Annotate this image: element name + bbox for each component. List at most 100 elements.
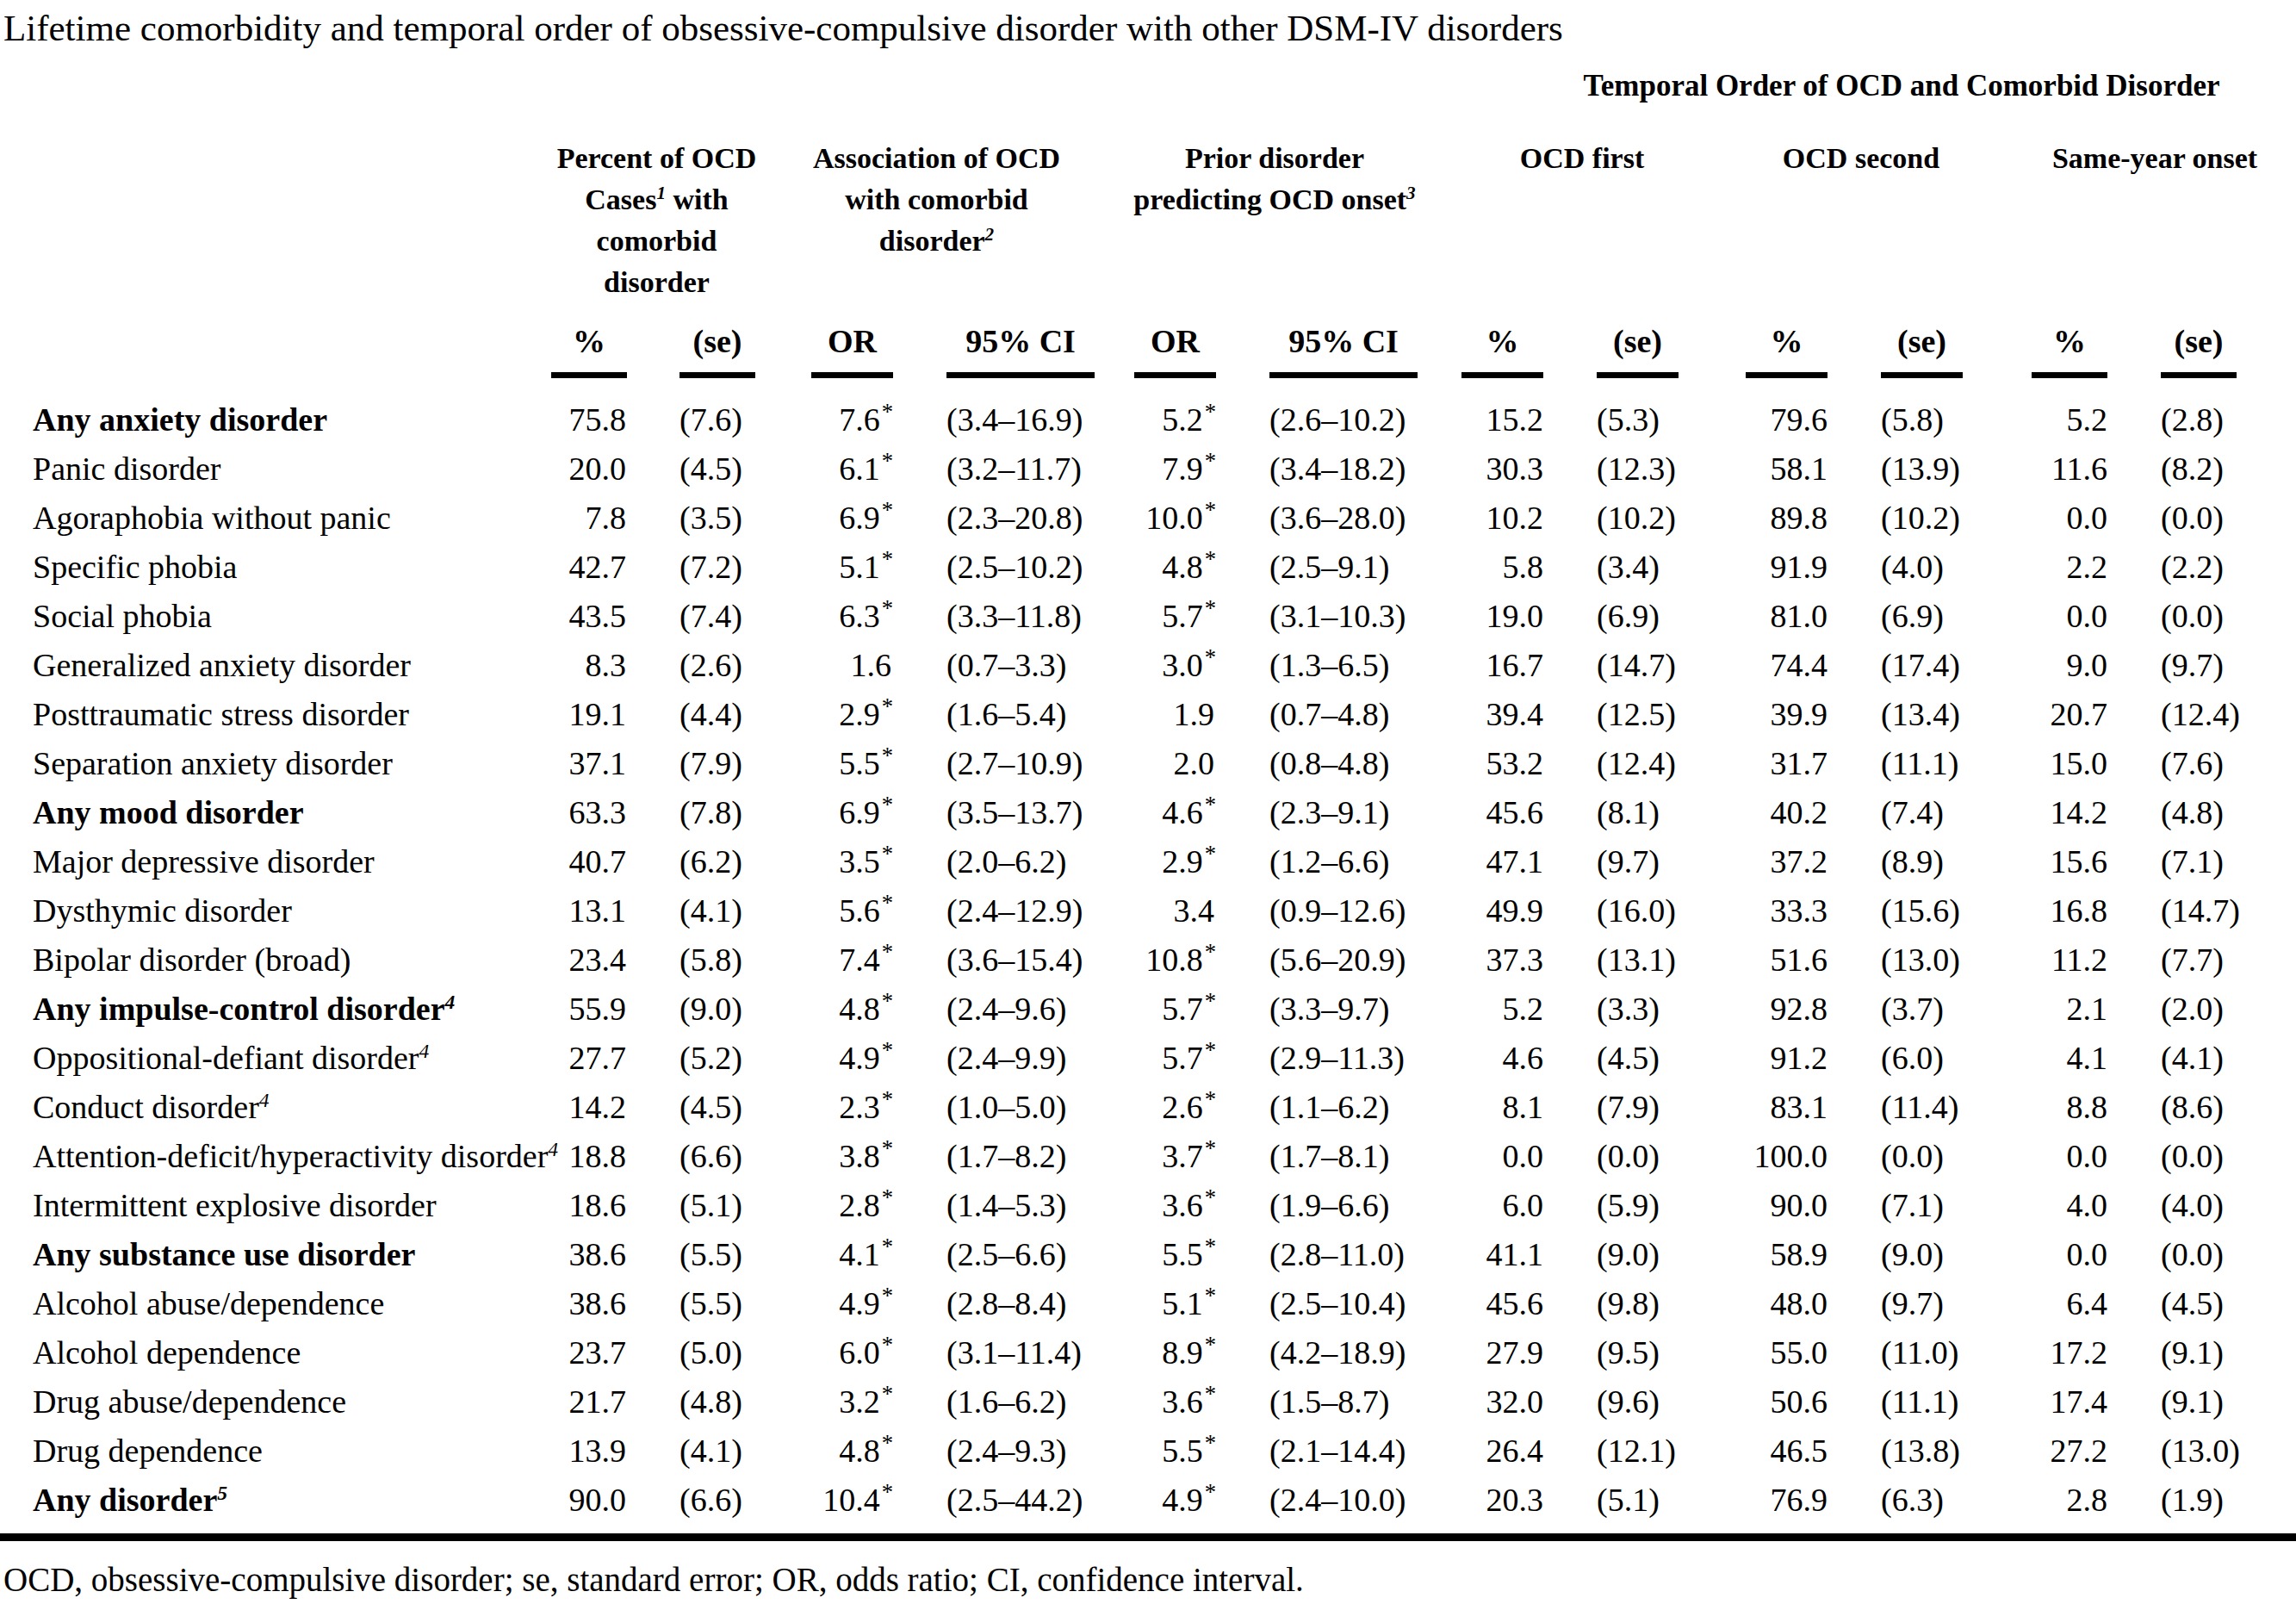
- same-year-pct-cell: 15.6: [1964, 837, 2132, 886]
- assoc-or-cell: 1.6: [762, 641, 917, 690]
- prior-ci-cell: (3.3–9.7): [1240, 985, 1438, 1034]
- assoc-or-cell: 2.9*: [762, 690, 917, 739]
- assoc-ci-cell: (2.5–6.6): [917, 1230, 1111, 1279]
- ocd-second-se-cell: (11.4): [1852, 1083, 1964, 1132]
- same-year-pct-cell: 2.8: [1964, 1476, 2132, 1538]
- pct-se-cell: (4.8): [650, 1377, 762, 1427]
- ocd-first-pct-cell: 10.2: [1438, 494, 1567, 543]
- same-year-pct-cell: 0.0: [1964, 1230, 2132, 1279]
- ocd-first-se-cell: (16.0): [1567, 886, 1679, 936]
- ocd-second-pct-cell: 58.9: [1679, 1230, 1852, 1279]
- table-row: Major depressive disorder40.7(6.2)3.5*(2…: [0, 837, 2296, 886]
- prior-ci-cell: (1.2–6.6): [1240, 837, 1438, 886]
- table-row: Dysthymic disorder13.1(4.1)5.6*(2.4–12.9…: [0, 886, 2296, 936]
- ocd-second-pct-cell: 33.3: [1679, 886, 1852, 936]
- assoc-ci-cell: (1.0–5.0): [917, 1083, 1111, 1132]
- row-label: Specific phobia: [0, 543, 551, 592]
- row-label: Attention-deficit/hyperactivity disorder…: [0, 1132, 551, 1181]
- assoc-or-cell: 5.1*: [762, 543, 917, 592]
- row-label: Any disorder5: [0, 1476, 551, 1538]
- table-footnote: OCD, obsessive-compulsive disorder; se, …: [0, 1560, 2296, 1599]
- same-year-se-cell: (2.0): [2132, 985, 2296, 1034]
- ocd-second-pct-cell: 46.5: [1679, 1427, 1852, 1476]
- pct-se-cell: (7.9): [650, 739, 762, 788]
- prior-ci-cell: (1.7–8.1): [1240, 1132, 1438, 1181]
- pct-cell: 55.9: [551, 985, 650, 1034]
- pct-se-cell: (7.8): [650, 788, 762, 837]
- ocd-first-pct-cell: 41.1: [1438, 1230, 1567, 1279]
- prior-or-cell: 2.9*: [1111, 837, 1240, 886]
- ocd-first-pct-cell: 0.0: [1438, 1132, 1567, 1181]
- ocd-second-pct-cell: 100.0: [1679, 1132, 1852, 1181]
- ocd-first-pct-cell: 19.0: [1438, 592, 1567, 641]
- same-year-pct-cell: 4.0: [1964, 1181, 2132, 1230]
- subheader-first-pct: %: [1438, 303, 1567, 378]
- pct-se-cell: (4.4): [650, 690, 762, 739]
- prior-or-cell: 5.5*: [1111, 1230, 1240, 1279]
- table-row: Generalized anxiety disorder8.3(2.6)1.6(…: [0, 641, 2296, 690]
- ocd-second-se-cell: (13.8): [1852, 1427, 1964, 1476]
- pct-se-cell: (4.5): [650, 1083, 762, 1132]
- ocd-first-se-cell: (8.1): [1567, 788, 1679, 837]
- row-label: Intermittent explosive disorder: [0, 1181, 551, 1230]
- ocd-first-pct-cell: 45.6: [1438, 788, 1567, 837]
- ocd-first-se-cell: (5.1): [1567, 1476, 1679, 1538]
- same-year-pct-cell: 17.2: [1964, 1328, 2132, 1377]
- pct-se-cell: (2.6): [650, 641, 762, 690]
- assoc-ci-cell: (2.4–9.3): [917, 1427, 1111, 1476]
- same-year-pct-cell: 0.0: [1964, 592, 2132, 641]
- prior-or-cell: 5.1*: [1111, 1279, 1240, 1328]
- same-year-pct-cell: 0.0: [1964, 1132, 2132, 1181]
- ocd-second-pct-cell: 51.6: [1679, 936, 1852, 985]
- group-same-year-onset-heading: Same-year onset: [1964, 105, 2296, 303]
- assoc-or-cell: 10.4*: [762, 1476, 917, 1538]
- same-year-se-cell: (2.8): [2132, 378, 2296, 445]
- ocd-second-pct-cell: 50.6: [1679, 1377, 1852, 1427]
- prior-or-cell: 5.5*: [1111, 1427, 1240, 1476]
- prior-or-cell: 4.8*: [1111, 543, 1240, 592]
- ocd-second-pct-cell: 89.8: [1679, 494, 1852, 543]
- same-year-se-cell: (13.0): [2132, 1427, 2296, 1476]
- prior-or-cell: 1.9: [1111, 690, 1240, 739]
- ocd-first-pct-cell: 32.0: [1438, 1377, 1567, 1427]
- ocd-first-se-cell: (14.7): [1567, 641, 1679, 690]
- ocd-second-se-cell: (5.8): [1852, 378, 1964, 445]
- same-year-se-cell: (4.1): [2132, 1034, 2296, 1083]
- prior-ci-cell: (2.5–10.4): [1240, 1279, 1438, 1328]
- table-row: Bipolar disorder (broad)23.4(5.8)7.4*(3.…: [0, 936, 2296, 985]
- pct-se-cell: (6.6): [650, 1132, 762, 1181]
- same-year-pct-cell: 0.0: [1964, 494, 2132, 543]
- subheader-prior-or: OR: [1111, 303, 1240, 378]
- same-year-pct-cell: 8.8: [1964, 1083, 2132, 1132]
- ocd-second-se-cell: (7.4): [1852, 788, 1964, 837]
- pct-cell: 21.7: [551, 1377, 650, 1427]
- ocd-second-se-cell: (13.9): [1852, 445, 1964, 494]
- table-row: Social phobia43.5(7.4)6.3*(3.3–11.8)5.7*…: [0, 592, 2296, 641]
- assoc-or-cell: 5.5*: [762, 739, 917, 788]
- table-title: Lifetime comorbidity and temporal order …: [0, 5, 2296, 52]
- pct-cell: 7.8: [551, 494, 650, 543]
- ocd-second-se-cell: (10.2): [1852, 494, 1964, 543]
- assoc-ci-cell: (2.4–12.9): [917, 886, 1111, 936]
- ocd-second-se-cell: (11.0): [1852, 1328, 1964, 1377]
- assoc-ci-cell: (0.7–3.3): [917, 641, 1111, 690]
- assoc-ci-cell: (2.0–6.2): [917, 837, 1111, 886]
- ocd-first-pct-cell: 16.7: [1438, 641, 1567, 690]
- pct-cell: 8.3: [551, 641, 650, 690]
- prior-or-cell: 10.0*: [1111, 494, 1240, 543]
- assoc-or-cell: 3.5*: [762, 837, 917, 886]
- ocd-first-pct-cell: 39.4: [1438, 690, 1567, 739]
- table-row: Any impulse-control disorder455.9(9.0)4.…: [0, 985, 2296, 1034]
- prior-or-cell: 3.4: [1111, 886, 1240, 936]
- assoc-ci-cell: (1.4–5.3): [917, 1181, 1111, 1230]
- assoc-ci-cell: (3.2–11.7): [917, 445, 1111, 494]
- group-percent-of-ocd-cases-heading: Percent of OCD Cases1 with comorbid diso…: [551, 105, 762, 303]
- pct-cell: 23.4: [551, 936, 650, 985]
- assoc-or-cell: 6.9*: [762, 494, 917, 543]
- pct-se-cell: (5.5): [650, 1279, 762, 1328]
- pct-cell: 75.8: [551, 378, 650, 445]
- prior-ci-cell: (5.6–20.9): [1240, 936, 1438, 985]
- subheader-second-pct: %: [1679, 303, 1852, 378]
- pct-se-cell: (7.2): [650, 543, 762, 592]
- table-row: Any disorder590.0(6.6)10.4*(2.5–44.2)4.9…: [0, 1476, 2296, 1538]
